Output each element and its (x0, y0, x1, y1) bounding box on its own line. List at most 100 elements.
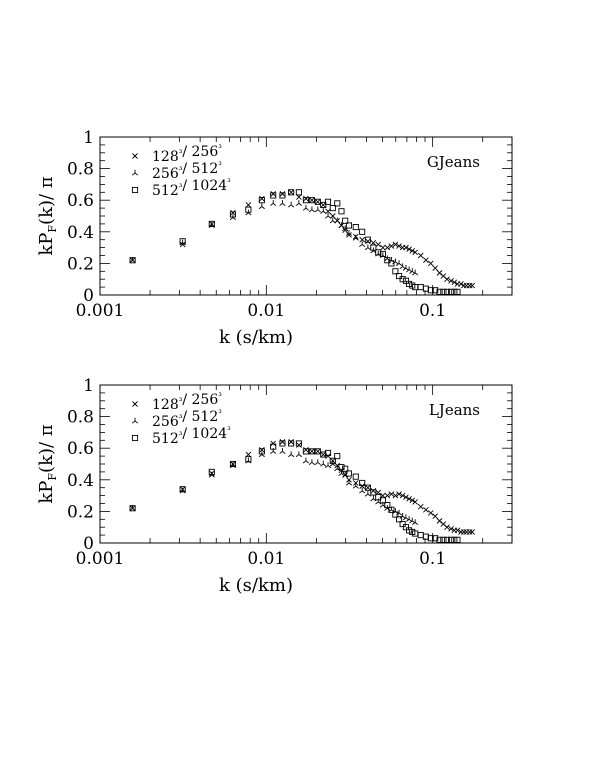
data-point (308, 448, 315, 455)
data-point (375, 494, 382, 501)
y-tick-label: 0.8 (67, 160, 94, 180)
data-point (396, 491, 402, 497)
data-point (370, 240, 377, 246)
data-point (308, 206, 315, 213)
y-axis-title: kPF(k)/ π (36, 176, 59, 255)
data-point (338, 464, 345, 471)
data-point (309, 448, 315, 455)
data-point (364, 490, 371, 497)
data-point (270, 443, 277, 450)
data-point (338, 208, 345, 215)
data-point (179, 241, 186, 248)
data-point (436, 270, 443, 276)
data-point (375, 249, 382, 256)
legend-label: 512³/ 1024³ (152, 178, 231, 199)
data-point (365, 484, 371, 491)
data-point (279, 191, 286, 197)
data-point (342, 225, 349, 232)
data-point (392, 268, 399, 275)
data-point (388, 491, 395, 497)
data-point (259, 446, 265, 453)
data-point (444, 524, 450, 531)
data-point (303, 195, 309, 202)
data-point (320, 451, 327, 458)
data-point (444, 276, 450, 283)
data-point (432, 535, 439, 542)
data-point (346, 232, 352, 238)
data-point (345, 230, 353, 236)
data-point (259, 195, 265, 202)
data-point (436, 518, 443, 524)
data-point (208, 468, 215, 475)
x-tick-label: 0.001 (76, 549, 125, 569)
data-point (229, 211, 236, 218)
data-point (451, 536, 458, 543)
data-point (359, 483, 365, 489)
data-point (288, 189, 295, 196)
data-point (440, 536, 447, 543)
data-point (469, 282, 476, 289)
data-point (447, 536, 455, 543)
data-point (320, 201, 327, 208)
data-point (461, 529, 467, 535)
data-point (308, 459, 315, 465)
data-point (380, 244, 386, 251)
data-point (451, 288, 458, 295)
data-point (302, 197, 309, 204)
data-point (309, 197, 315, 204)
data-point (406, 246, 412, 252)
data-point (329, 213, 336, 219)
data-point (375, 241, 382, 248)
data-point (417, 252, 424, 259)
data-point (314, 459, 321, 465)
data-point (395, 516, 403, 523)
legend-label: 128³/ 256³ (152, 144, 222, 165)
data-point (279, 439, 286, 445)
data-point (329, 205, 336, 212)
data-point (427, 535, 434, 542)
y-tick-label: 0 (83, 286, 94, 306)
data-point (324, 462, 332, 469)
data-point (406, 495, 412, 502)
data-point (423, 507, 429, 513)
data-point (245, 202, 252, 208)
legend-marker (131, 434, 139, 442)
data-point (308, 197, 315, 204)
data-point (466, 282, 473, 289)
data-point (258, 448, 265, 455)
data-point (399, 492, 406, 499)
y-tick-label: 0.6 (67, 439, 94, 459)
data-point (334, 453, 341, 460)
data-point (409, 247, 416, 254)
data-point (288, 201, 295, 208)
data-point (324, 198, 332, 205)
data-point (345, 470, 353, 477)
data-point (345, 479, 353, 486)
data-point (342, 465, 349, 472)
data-point (208, 220, 215, 227)
data-point (324, 212, 332, 219)
data-point (409, 497, 416, 504)
data-point (302, 204, 309, 211)
data-point (288, 439, 294, 445)
data-point (432, 287, 439, 294)
x-tick-label: 0.01 (247, 301, 285, 321)
data-point (359, 241, 366, 247)
series-2 (129, 448, 419, 526)
data-point (454, 288, 461, 295)
y-tick-label: 0.8 (67, 408, 94, 428)
data-point (375, 498, 382, 505)
data-point (458, 281, 464, 287)
legend-marker (132, 153, 138, 159)
data-point (447, 288, 455, 295)
data-point (427, 260, 434, 267)
data-point (325, 208, 331, 215)
data-point (396, 243, 402, 249)
data-point (443, 288, 451, 295)
panel-label: GJeans (427, 153, 480, 171)
data-point (412, 269, 419, 276)
data-point (440, 288, 447, 295)
legend-marker (131, 417, 139, 424)
data-point (279, 440, 286, 447)
